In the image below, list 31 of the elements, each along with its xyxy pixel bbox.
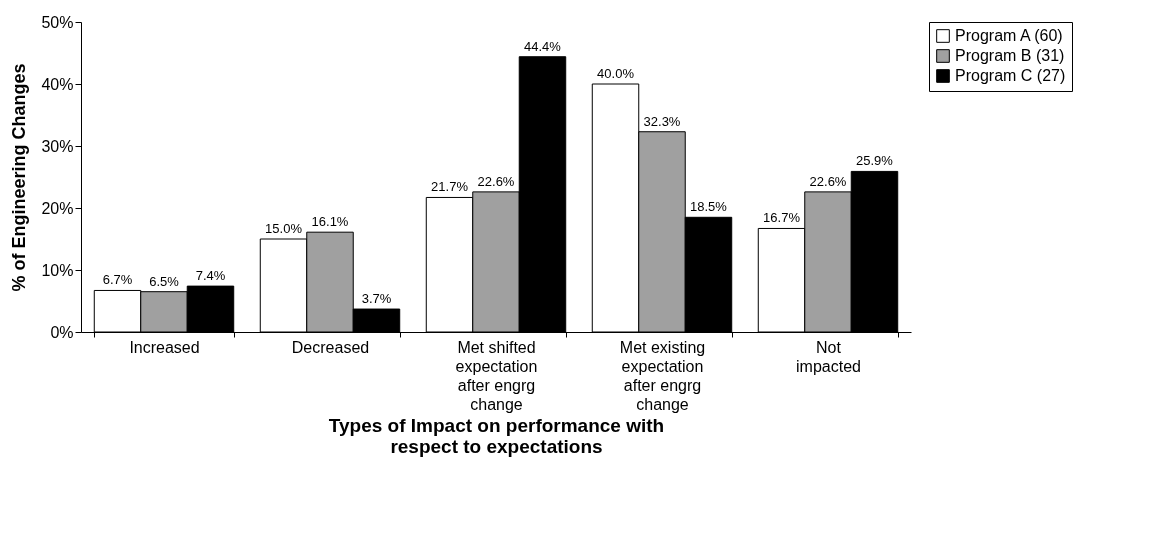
- data-label: 15.0%: [265, 221, 303, 236]
- y-tick-label: 0%: [50, 323, 74, 341]
- y-tick-label: 30%: [41, 137, 74, 155]
- legend-label: Program C (27): [955, 67, 1066, 84]
- x-tick-label: Not impacted: [796, 338, 861, 375]
- data-label: 18.5%: [690, 199, 728, 215]
- y-tick-label: 20%: [41, 199, 74, 217]
- data-label: 21.7%: [431, 179, 469, 195]
- data-label: 6.7%: [102, 272, 133, 288]
- x-tick-label: Met existing expectation after engrg change: [619, 338, 706, 413]
- y-tick-label: 40%: [41, 75, 74, 93]
- data-label: 44.4%: [524, 38, 562, 54]
- legend-label: Program A (60): [955, 27, 1063, 44]
- x-axis-title: Types of Impact on performance with respect to expectations: [328, 414, 665, 457]
- legend-label: Program B (31): [955, 47, 1065, 64]
- data-label: 16.7%: [763, 210, 801, 226]
- y-tick-label: 50%: [41, 13, 74, 31]
- x-tick-label: Met shifted expectation after engrg change: [455, 338, 538, 413]
- x-tick-label: Increased: [129, 338, 200, 356]
- data-label: 32.3%: [643, 113, 681, 129]
- data-label: 7.4%: [195, 268, 226, 284]
- y-tick-label: 10%: [41, 261, 74, 279]
- x-tick-label: Decreased: [291, 338, 370, 356]
- data-label: 22.6%: [809, 173, 847, 189]
- data-label: 22.6%: [477, 173, 515, 189]
- data-label: 6.5%: [149, 273, 180, 289]
- data-label: 25.9%: [856, 153, 894, 169]
- y-axis-title: % of Engineering Changes: [9, 63, 30, 292]
- data-label: 3.7%: [361, 291, 392, 307]
- data-label: 40.0%: [597, 66, 635, 81]
- data-label: 16.1%: [311, 214, 349, 230]
